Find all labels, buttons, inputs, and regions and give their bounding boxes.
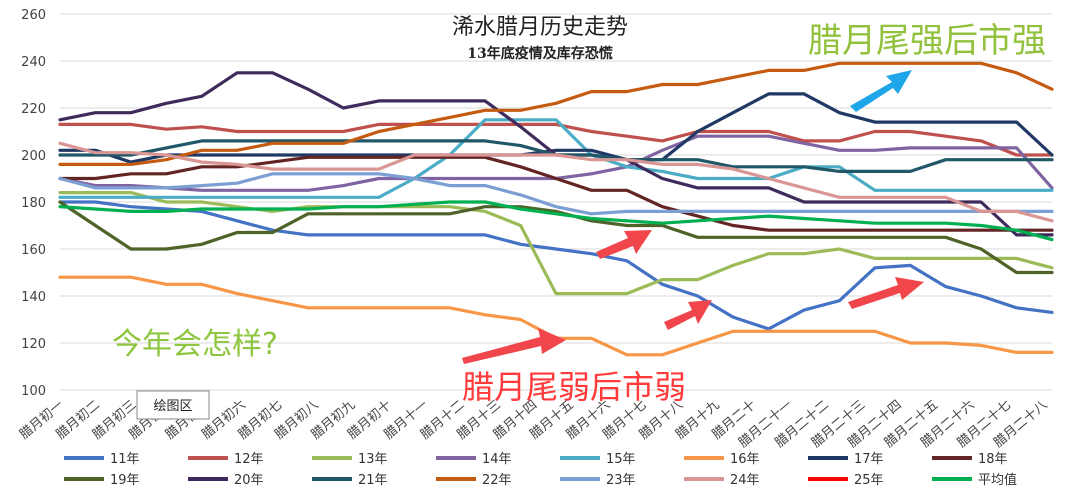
y-tick-label: 160 <box>21 243 46 258</box>
series-line-平均值 <box>58 200 1054 242</box>
annotation-strong: 腊月尾强后市强 <box>808 21 1046 61</box>
legend-label: 21年 <box>358 473 388 488</box>
annotation-weak: 腊月尾弱后市弱 <box>462 368 686 406</box>
legend-label: 20年 <box>234 473 264 488</box>
y-tick-label: 200 <box>21 149 46 164</box>
annotation-question: 今年会怎样? <box>112 327 278 362</box>
legend-label: 16年 <box>730 452 760 467</box>
series-line-24年 <box>58 141 1054 223</box>
plot-area-tooltip-label: 绘图区 <box>153 399 192 414</box>
legend: 11年 12年 13年 14年 15年 16年 17年 18年 19年 20年 21年 22年 23年 2… <box>64 452 1017 488</box>
series-line-11年 <box>58 200 1054 331</box>
legend-label: 24年 <box>730 473 760 488</box>
plot-area-tooltip <box>136 390 210 420</box>
y-tick-label: 140 <box>21 290 46 305</box>
series-line-22年 <box>58 61 1054 166</box>
series-line-17年 <box>58 92 1054 164</box>
chart-title: 浠水腊月历史走势 <box>452 15 628 40</box>
legend-label: 平均值 <box>978 472 1017 488</box>
series-line-18年 <box>58 155 1054 232</box>
y-tick-label: 100 <box>21 384 46 399</box>
legend-label: 23年 <box>606 473 636 488</box>
series-line-19年 <box>58 200 1054 275</box>
legend-label: 17年 <box>854 452 884 467</box>
arrow-red-icon-2 <box>596 230 652 259</box>
legend-label: 14年 <box>482 452 512 467</box>
legend-label: 11年 <box>110 452 140 467</box>
series-line-15年 <box>58 118 1054 199</box>
y-tick-label: 240 <box>21 55 46 70</box>
series-line-13年 <box>58 191 1054 296</box>
y-tick-label: 120 <box>21 337 46 352</box>
y-tick-label: 220 <box>21 102 46 117</box>
y-tick-label: 180 <box>21 196 46 211</box>
legend-label: 19年 <box>110 473 140 488</box>
series-line-12年 <box>58 122 1054 157</box>
legend-label: 25年 <box>854 473 884 488</box>
y-tick-label: 260 <box>21 8 46 23</box>
legend-label: 22年 <box>482 473 512 488</box>
arrow-up-blue-icon <box>850 70 912 112</box>
legend-label: 13年 <box>358 452 388 467</box>
series-line-23年 <box>58 172 1054 216</box>
arrow-red-icon-1 <box>462 328 566 364</box>
legend-label: 18年 <box>978 452 1008 467</box>
legend-label: 12年 <box>234 452 264 467</box>
chart-subtitle: 13年底疫情及库存恐慌 <box>467 45 612 62</box>
arrow-red-icon-3 <box>664 300 712 330</box>
legend-label: 15年 <box>606 452 636 467</box>
y-axis-ticks: 100 120 140 160 180 200 220 240 260 <box>21 8 46 399</box>
arrow-red-icon-4 <box>848 277 924 309</box>
series-lines <box>58 61 1054 357</box>
